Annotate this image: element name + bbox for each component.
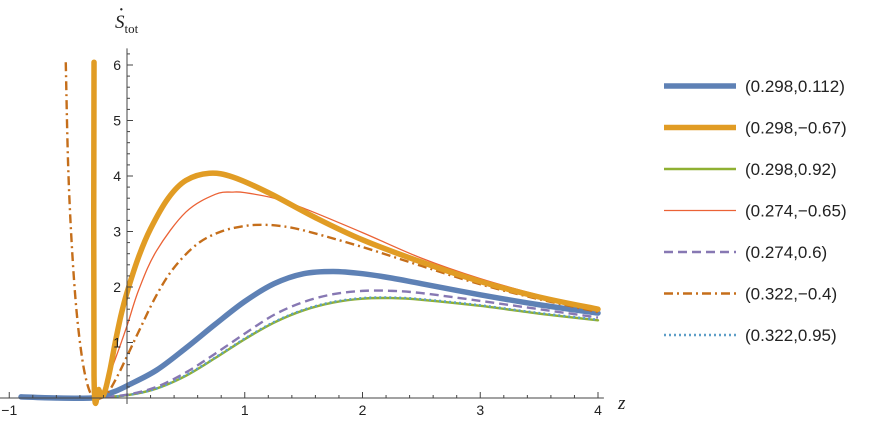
y-tick-label: 4 [113, 168, 121, 184]
y-ticks: 1 2 3 4 5 6 [113, 53, 133, 388]
legend-label: (0.274,0.6) [745, 243, 827, 262]
y-tick-label: 5 [113, 113, 121, 129]
y-tick-label: 2 [113, 279, 121, 295]
legend-label: (0.322,−0.4) [745, 285, 837, 304]
series-line [64, 62, 599, 401]
axes: −1 1 2 3 4 1 2 3 4 5 6 z Stot · [0, 0, 626, 418]
x-tick-label: 1 [241, 402, 249, 418]
legend: (0.298,0.112) (0.298,−0.67) (0.298,0.92) (0… [664, 77, 847, 345]
x-tick-label: 4 [594, 402, 602, 418]
y-tick-label: 1 [113, 335, 121, 351]
y-axis-label-main: S [115, 12, 125, 33]
legend-label: (0.298,0.112) [745, 77, 845, 96]
x-ticks: −1 1 2 3 4 [1, 392, 602, 418]
y-axis-label-sub: tot [125, 21, 139, 36]
plot-area [18, 59, 601, 407]
y-axis-label: Stot [115, 12, 139, 36]
series-line [90, 296, 600, 400]
x-tick-label: 3 [476, 402, 484, 418]
y-tick-label: 6 [113, 57, 121, 73]
series-line [100, 191, 599, 396]
y-axis-label-dot: · [118, 0, 125, 21]
legend-label: (0.274,−0.65) [745, 202, 847, 221]
x-tick-label: −1 [1, 402, 17, 418]
series-line [91, 289, 599, 400]
x-axis-label: z [617, 393, 626, 414]
y-tick-label: 3 [113, 224, 121, 240]
x-tick-label: 2 [359, 402, 367, 418]
legend-label: (0.298,−0.67) [745, 119, 847, 138]
series-line [90, 59, 601, 407]
legend-label: (0.322,0.95) [745, 326, 837, 345]
legend-label: (0.298,0.92) [745, 160, 837, 179]
